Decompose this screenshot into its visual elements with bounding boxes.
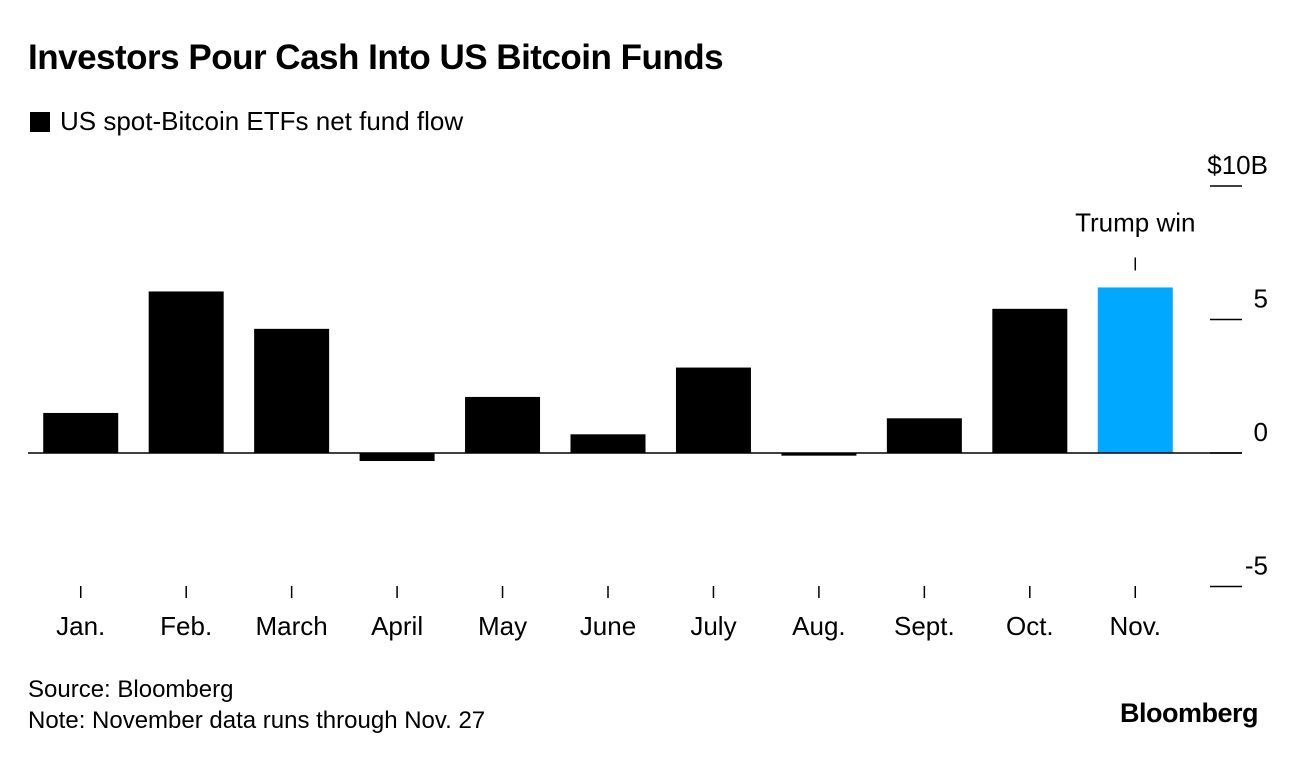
legend: US spot-Bitcoin ETFs net fund flow bbox=[30, 106, 463, 137]
x-tick-label: Jan. bbox=[56, 611, 105, 641]
x-tick-label: Aug. bbox=[792, 611, 846, 641]
y-tick-label: 0 bbox=[1254, 417, 1268, 447]
x-tick-label: Oct. bbox=[1006, 611, 1054, 641]
bar-may bbox=[465, 396, 541, 453]
bar-march bbox=[254, 328, 330, 453]
x-tick-label: May bbox=[478, 611, 527, 641]
footer-notes: Source: Bloomberg Note: November data ru… bbox=[28, 674, 485, 736]
x-tick-label: Feb. bbox=[160, 611, 212, 641]
bar-oct bbox=[992, 308, 1068, 453]
x-tick-label: Nov. bbox=[1110, 611, 1162, 641]
x-tick-label: March bbox=[256, 611, 328, 641]
x-tick-label: Sept. bbox=[894, 611, 955, 641]
y-tick-label: $10B bbox=[1207, 150, 1268, 180]
chart-title: Investors Pour Cash Into US Bitcoin Fund… bbox=[28, 38, 724, 77]
bar-aug bbox=[781, 453, 857, 456]
legend-swatch bbox=[30, 111, 50, 132]
y-tick-label: -5 bbox=[1245, 551, 1268, 581]
note-text: Note: November data runs through Nov. 27 bbox=[28, 707, 486, 734]
bar-june bbox=[570, 434, 646, 453]
bar-feb bbox=[148, 291, 224, 453]
x-tick-label: June bbox=[580, 611, 636, 641]
source-text: Source: Bloomberg bbox=[28, 676, 234, 703]
y-tick-label: 5 bbox=[1254, 284, 1268, 314]
bar-jan bbox=[43, 412, 119, 453]
x-tick-label: July bbox=[690, 611, 736, 641]
bar-sept bbox=[886, 418, 962, 453]
legend-label: US spot-Bitcoin ETFs net fund flow bbox=[60, 106, 464, 136]
annotation-label: Trump win bbox=[1075, 207, 1195, 237]
bar-nov bbox=[1097, 287, 1173, 453]
bloomberg-logo: Bloomberg bbox=[1119, 698, 1259, 728]
bar-april bbox=[359, 453, 435, 462]
x-tick-label: April bbox=[371, 611, 423, 641]
bar-july bbox=[675, 367, 751, 453]
